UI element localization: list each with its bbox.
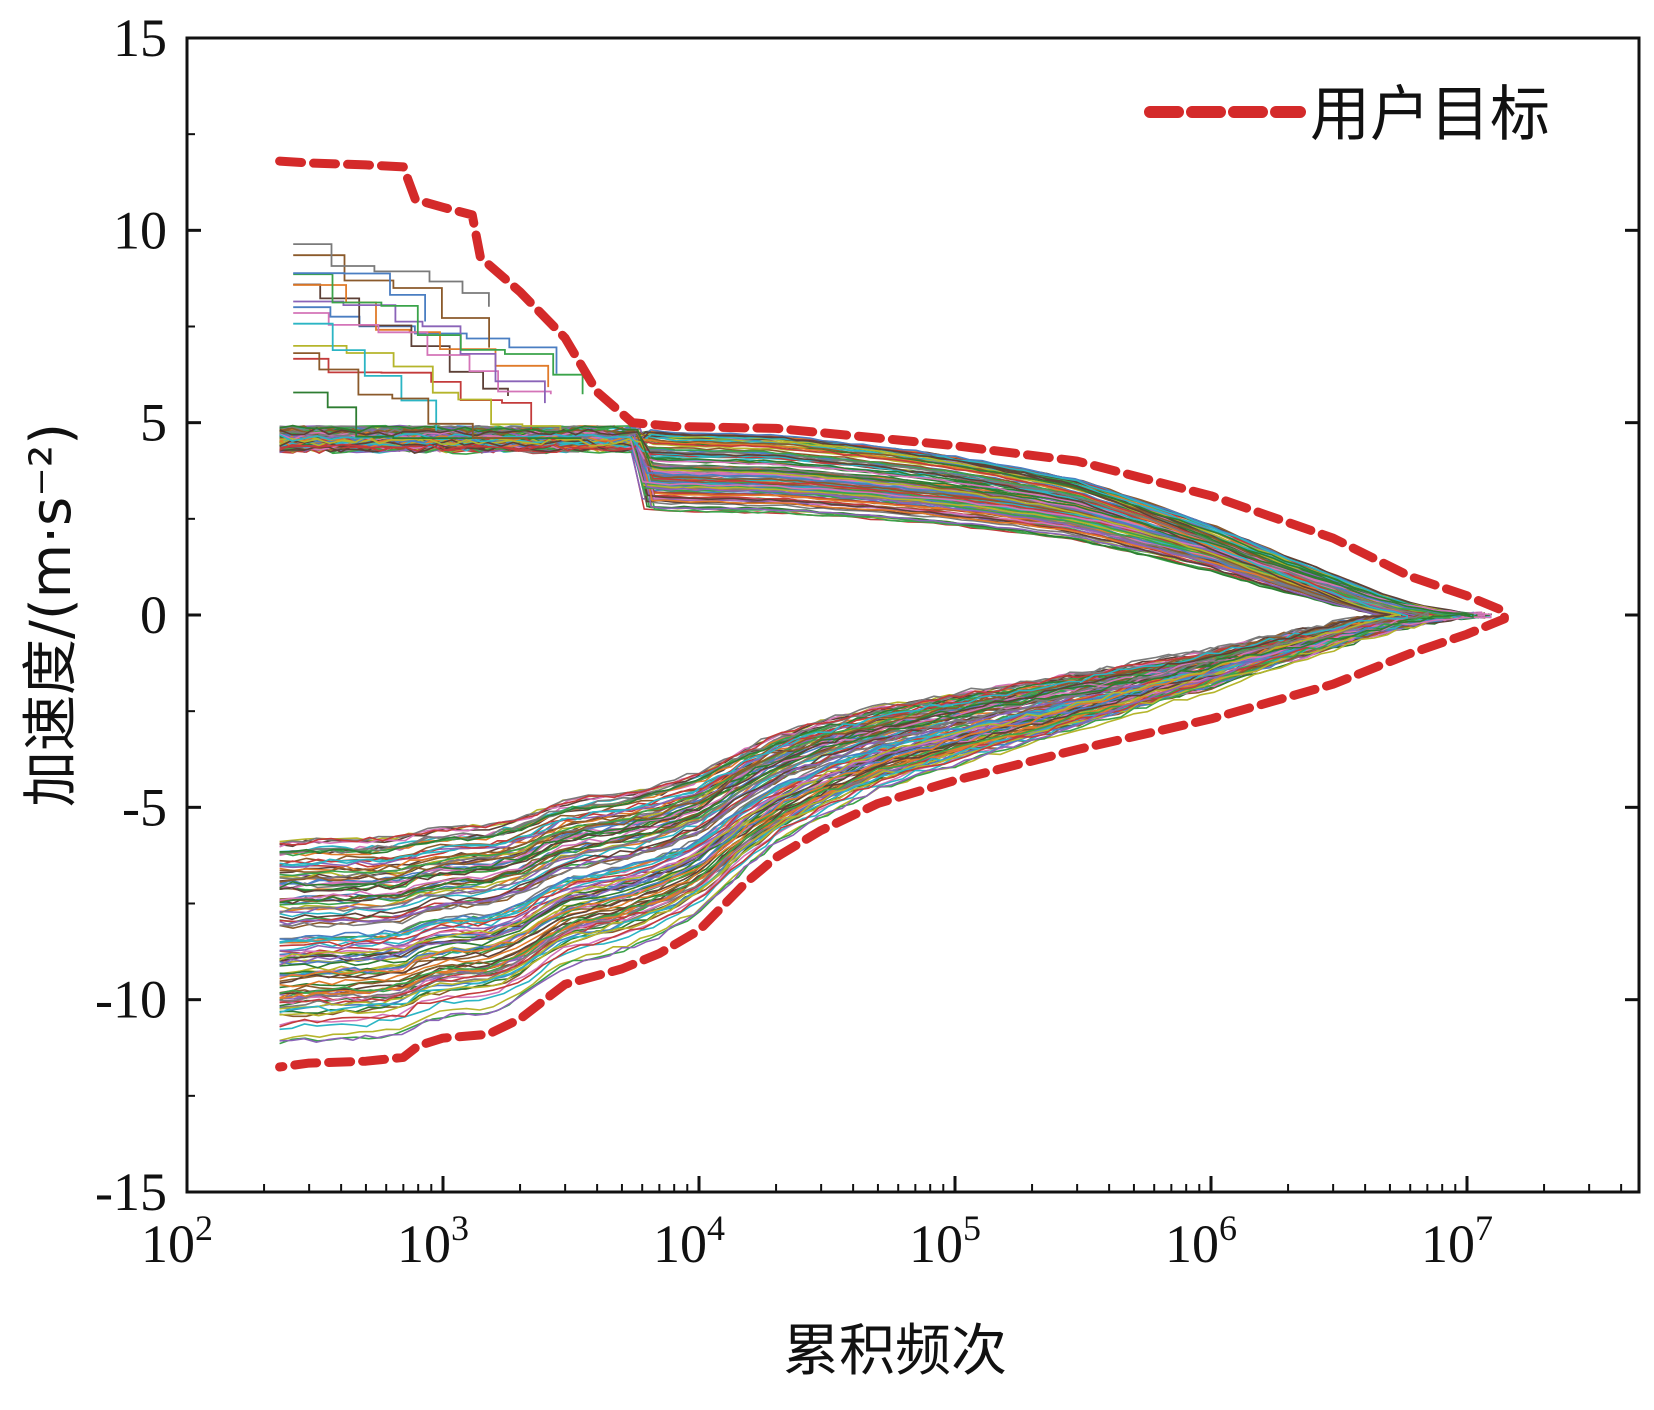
outlier-curve (293, 322, 438, 431)
sample-curve-lower (279, 615, 1408, 866)
sample-curve-lower (279, 613, 1391, 894)
sample-curve-upper (279, 435, 1402, 617)
sample-curve-lower (279, 615, 1451, 995)
outlier-curve (293, 254, 490, 348)
sample-curve-lower (279, 612, 1434, 927)
x-axis-title: 累积频次 (783, 1319, 1007, 1384)
y-tick-label: 0 (140, 585, 167, 645)
outlier-curve (293, 357, 533, 430)
legend-label: 用户目标 (1310, 80, 1550, 150)
sample-curve-lower (279, 614, 1391, 1010)
sample-curve-lower (279, 611, 1401, 855)
sample-curve-lower (279, 610, 1437, 1000)
outlier-curve (293, 352, 528, 439)
sample-curve-upper (279, 426, 1391, 616)
sample-curve-lower (279, 613, 1392, 845)
sample-curve-upper (279, 430, 1492, 616)
sample-curve-lower (279, 611, 1381, 1044)
x-tick-label: 103 (397, 1208, 469, 1274)
outlier-curve (293, 312, 552, 395)
y-tick-label: -15 (95, 1162, 167, 1222)
outlier-curve (293, 243, 490, 307)
outlier-curve (293, 345, 562, 431)
x-axis: 102 103 104 105 106 107 (141, 1176, 1623, 1274)
target-series-line (275, 156, 1509, 1072)
y-axis-title: 加速度/(m·s⁻²) (19, 423, 84, 807)
outlier-curve (293, 306, 558, 374)
y-tick-label: -5 (122, 777, 167, 837)
sample-curve-lower (279, 613, 1387, 883)
x-tick-label: 106 (1165, 1208, 1237, 1274)
y-tick-label: 5 (140, 393, 167, 453)
sample-curve-upper (279, 424, 1474, 616)
x-tick-label: 107 (1421, 1208, 1493, 1274)
y-tick-label: -10 (95, 970, 167, 1030)
sample-curve-lower (279, 615, 1453, 1017)
outlier-curve (293, 273, 584, 395)
sample-curve-lower (279, 614, 1384, 928)
x-tick-label: 105 (909, 1208, 981, 1274)
sample-curve-lower (279, 613, 1474, 904)
x-tick-label: 102 (141, 1208, 213, 1274)
sample-curve-upper (279, 433, 1408, 617)
sample-curve-lower (279, 613, 1402, 961)
legend: 用户目标 (1144, 80, 1550, 150)
outlier-curve (293, 300, 546, 404)
y-axis: -15 -10 -5 0 5 10 15 (95, 8, 1639, 1222)
outlier-curve (293, 283, 509, 396)
outlier-curve (293, 272, 426, 322)
x-tick-label: 104 (653, 1208, 725, 1274)
y-tick-label: 15 (113, 8, 167, 68)
sample-curves (279, 243, 1492, 1045)
y-tick-label: 10 (113, 200, 167, 260)
target-series (275, 156, 1509, 1072)
